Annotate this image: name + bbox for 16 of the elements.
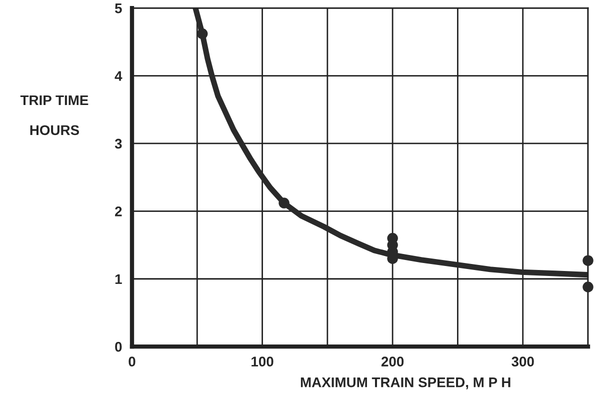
- x-tick-label: 100: [252, 356, 274, 367]
- y-tick-label: 4: [114, 71, 122, 81]
- y-tick-label: 5: [114, 4, 122, 14]
- x-tick-label: 300: [512, 356, 534, 367]
- point: [582, 255, 594, 266]
- y-tick-label: 3: [114, 138, 122, 149]
- x-tick-label: 200: [381, 356, 404, 367]
- x-tick-label: 0: [128, 356, 136, 367]
- y-tick-label: 0: [115, 342, 122, 352]
- point: [196, 28, 208, 40]
- y-tick-label: 2: [115, 206, 122, 216]
- text: TRIP TIME HOURS: [20, 95, 88, 136]
- point: [278, 198, 290, 208]
- point: [582, 282, 594, 292]
- y-tick-label: 1: [115, 274, 122, 284]
- x-axis-title: MAXIMUM TRAIN SPEED, M P H: [300, 377, 510, 390]
